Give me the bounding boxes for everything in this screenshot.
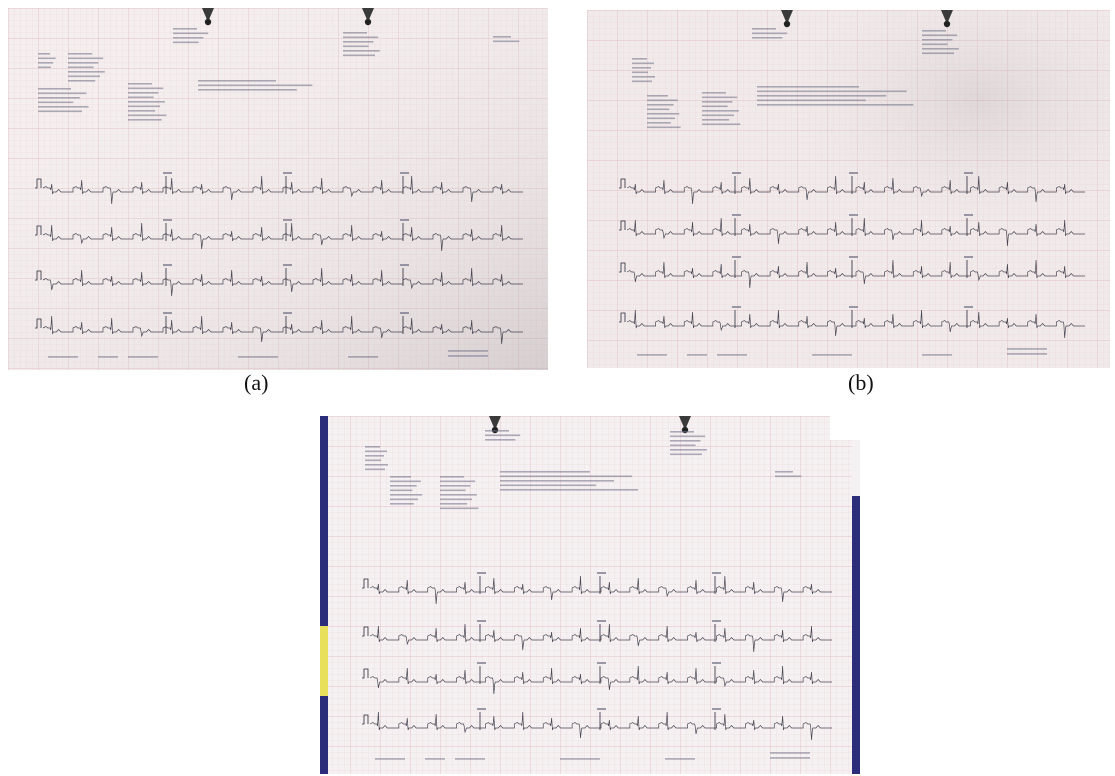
blue-strip-right <box>852 496 860 774</box>
caption-b: (b) <box>848 370 874 395</box>
caption-a: (a) <box>244 370 269 395</box>
ecg-traces <box>362 572 832 741</box>
ecg-lead-trace <box>369 623 832 653</box>
ecg-lead-trace <box>626 309 1085 339</box>
ecg-lead-trace <box>369 665 832 695</box>
yellow-strip <box>320 626 328 696</box>
ecg-sheet-b <box>587 10 1110 368</box>
ecg-lead-trace <box>42 315 523 345</box>
ecg-lead-trace <box>369 575 832 605</box>
ecg-lead-trace <box>42 267 523 297</box>
ecg-photo-c <box>320 416 860 774</box>
ecg-traces <box>35 172 523 345</box>
ecg-sheet-c <box>320 416 860 774</box>
ecg-lead-trace <box>369 711 832 741</box>
binder-clip-icon <box>781 10 793 28</box>
ecg-lead-trace <box>42 175 523 205</box>
binder-clip-icon <box>202 8 214 26</box>
ecg-lead-trace <box>626 217 1085 247</box>
ecg-lead-trace <box>626 259 1085 289</box>
ecg-lead-trace <box>42 222 523 252</box>
ecg-sheet-a <box>8 8 548 370</box>
blue-strip-left <box>320 416 328 774</box>
ecg-traces <box>619 172 1085 339</box>
binder-clip-icon <box>941 10 953 28</box>
binder-clip-icon <box>362 8 374 26</box>
ecg-photo-b <box>587 10 1110 368</box>
ecg-photo-a <box>8 8 548 370</box>
ecg-lead-trace <box>626 175 1085 205</box>
